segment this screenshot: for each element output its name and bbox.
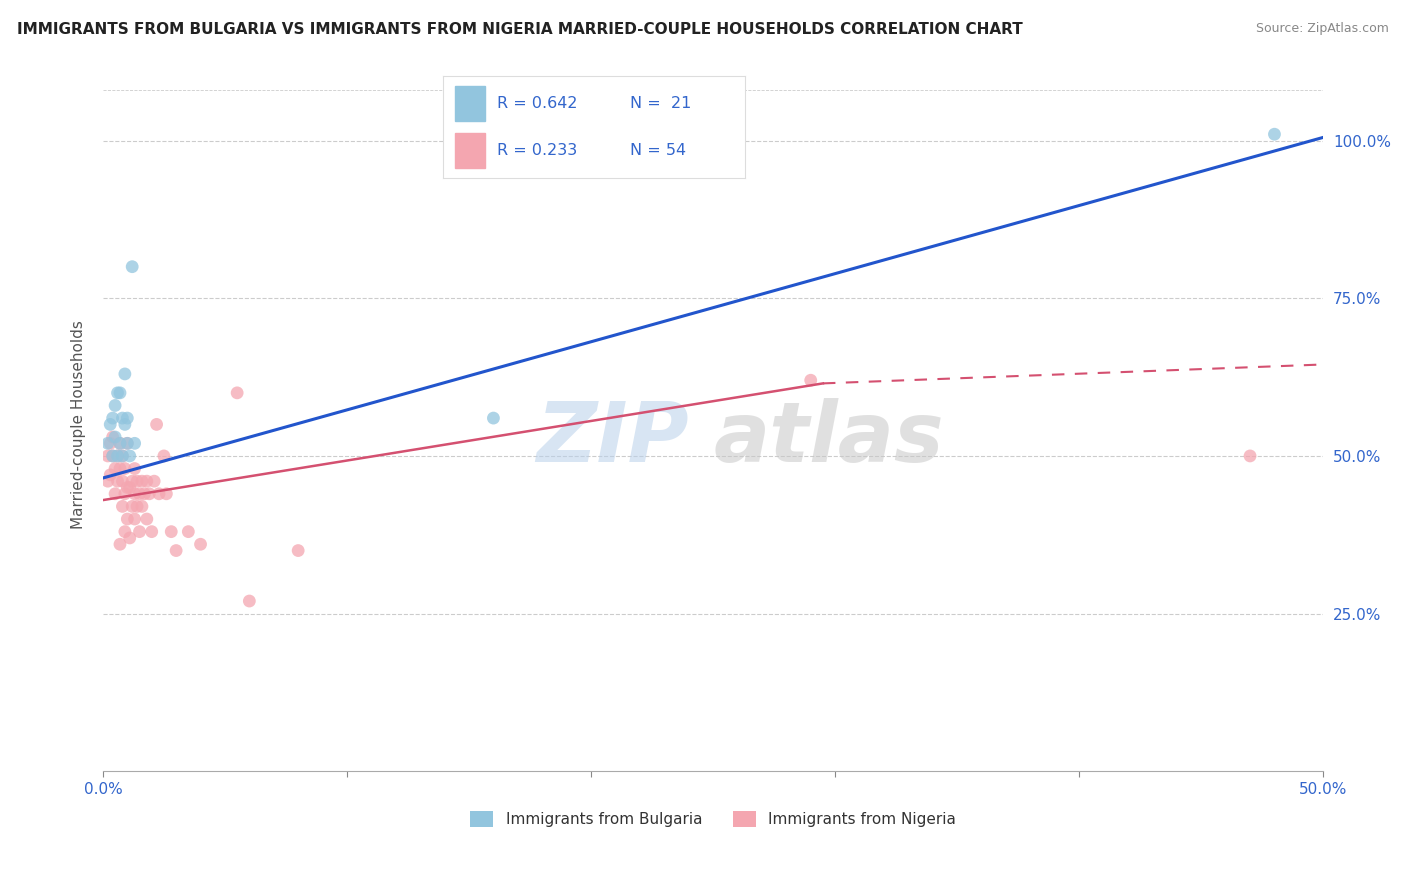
Point: [118, 481, 141, 495]
Point: [117, 436, 139, 450]
Point: [131, 500, 153, 514]
Point: [165, 543, 187, 558]
Point: [101, 430, 124, 444]
Point: [114, 487, 136, 501]
Text: R = 0.233: R = 0.233: [498, 144, 578, 158]
Point: [124, 487, 146, 501]
Point: [121, 474, 143, 488]
Point: [125, 500, 148, 514]
Point: [111, 449, 134, 463]
Point: [111, 474, 134, 488]
Point: [124, 461, 146, 475]
Point: [1239, 449, 1261, 463]
Point: [177, 524, 200, 539]
Point: [98, 436, 121, 450]
Point: [104, 487, 127, 501]
Point: [97, 436, 120, 450]
Point: [117, 512, 139, 526]
Point: [1263, 127, 1285, 141]
Point: [190, 537, 212, 551]
Y-axis label: Married-couple Households: Married-couple Households: [72, 320, 86, 529]
Point: [148, 487, 170, 501]
Point: [287, 543, 309, 558]
Point: [111, 449, 134, 463]
Point: [114, 461, 136, 475]
Text: N = 54: N = 54: [630, 144, 686, 158]
Point: [117, 411, 139, 425]
Point: [226, 385, 249, 400]
Point: [111, 500, 134, 514]
Text: Source: ZipAtlas.com: Source: ZipAtlas.com: [1256, 22, 1389, 36]
Point: [135, 474, 157, 488]
Point: [124, 436, 146, 450]
Point: [145, 417, 167, 432]
Point: [135, 512, 157, 526]
Text: ZIP: ZIP: [536, 398, 689, 479]
Point: [107, 474, 129, 488]
Point: [114, 417, 136, 432]
Point: [101, 449, 124, 463]
Point: [153, 449, 176, 463]
Point: [117, 481, 139, 495]
Point: [124, 512, 146, 526]
Point: [138, 487, 160, 501]
Point: [104, 461, 127, 475]
Point: [104, 430, 127, 444]
Point: [121, 260, 143, 274]
Point: [101, 411, 124, 425]
Point: [107, 449, 129, 463]
Text: R = 0.642: R = 0.642: [498, 96, 578, 111]
Point: [97, 474, 120, 488]
Point: [128, 524, 150, 539]
Point: [143, 474, 166, 488]
Point: [108, 436, 131, 450]
Point: [800, 373, 823, 387]
Point: [121, 500, 143, 514]
Point: [107, 385, 129, 400]
Legend: Immigrants from Bulgaria, Immigrants from Nigeria: Immigrants from Bulgaria, Immigrants fro…: [464, 805, 962, 833]
Point: [160, 524, 183, 539]
Point: [117, 436, 139, 450]
Point: [97, 449, 120, 463]
Point: [98, 417, 121, 432]
Point: [118, 531, 141, 545]
Point: [111, 411, 134, 425]
Point: [155, 487, 177, 501]
Point: [125, 474, 148, 488]
Point: [108, 436, 131, 450]
Text: N =  21: N = 21: [630, 96, 692, 111]
Point: [108, 461, 131, 475]
Point: [238, 594, 260, 608]
Point: [104, 399, 127, 413]
Point: [108, 537, 131, 551]
Point: [107, 449, 129, 463]
Point: [98, 467, 121, 482]
Bar: [456, 133, 485, 168]
Point: [101, 449, 124, 463]
Bar: [456, 87, 485, 121]
Point: [118, 449, 141, 463]
Point: [134, 487, 156, 501]
Point: [114, 367, 136, 381]
Text: IMMIGRANTS FROM BULGARIA VS IMMIGRANTS FROM NIGERIA MARRIED-COUPLE HOUSEHOLDS CO: IMMIGRANTS FROM BULGARIA VS IMMIGRANTS F…: [17, 22, 1022, 37]
Point: [114, 524, 136, 539]
Text: atlas: atlas: [713, 398, 943, 479]
Point: [131, 474, 153, 488]
Point: [141, 524, 163, 539]
Point: [482, 411, 505, 425]
Point: [108, 385, 131, 400]
Point: [128, 487, 150, 501]
